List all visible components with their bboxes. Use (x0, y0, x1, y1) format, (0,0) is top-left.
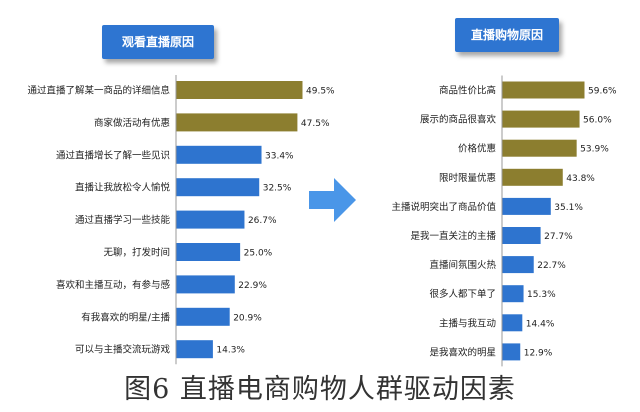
right-value-label: 56.0% (583, 116, 612, 126)
left-bar (176, 178, 260, 197)
right-value-label: 59.6% (588, 87, 617, 97)
right-value-label: 53.9% (580, 145, 609, 155)
left-value-label: 25.0% (244, 249, 273, 259)
right-value-label: 12.9% (524, 348, 553, 358)
left-category-label: 通过直播增长了解一些见识 (56, 149, 170, 161)
right-value-label: 22.7% (537, 261, 566, 271)
left-category-label: 无聊，打发时间 (103, 247, 170, 259)
right-bar (502, 110, 580, 128)
right-chart-title: 直播购物原因 (455, 18, 559, 52)
right-value-label: 14.4% (526, 319, 555, 329)
left-bar (176, 243, 241, 261)
right-category-label: 展示的商品很喜欢 (420, 114, 497, 126)
right-category-label: 是我一直关注的主播 (410, 230, 496, 242)
left-category-label: 有我喜欢的明星/主播 (81, 311, 170, 323)
right-category-label: 商品性价比高 (439, 85, 496, 97)
right-category-label: 价格优惠 (458, 143, 496, 155)
left-bar (176, 210, 245, 229)
left-value-label: 33.4% (265, 151, 294, 161)
right-bar (502, 227, 541, 244)
left-bar (176, 145, 262, 164)
right-category-label: 主播与我互动 (439, 317, 496, 329)
right-category-label: 限时限量优惠 (439, 172, 496, 184)
left-bar (176, 275, 235, 294)
left-chart-title: 观看直播原因 (102, 25, 214, 59)
left-category-label: 喜欢和主播互动，有参与感 (56, 279, 171, 291)
left-category-label: 通过直播了解某一商品的详细信息 (27, 85, 170, 97)
left-value-label: 20.9% (233, 313, 262, 323)
right-bar (502, 197, 551, 215)
left-bar (176, 113, 298, 132)
right-bar (502, 285, 524, 303)
right-bar (502, 314, 523, 332)
left-bar (176, 81, 303, 99)
right-category-label: 很多人都下单了 (429, 288, 496, 300)
left-bar (176, 307, 230, 326)
left-value-label: 22.9% (238, 281, 267, 291)
left-value-label: 26.7% (248, 216, 277, 226)
right-value-label: 15.3% (527, 290, 556, 300)
left-category-label: 商家做活动有优惠 (94, 117, 170, 129)
right-category-label: 直播间氛围火热 (429, 259, 496, 271)
left-bar (176, 340, 213, 359)
left-value-label: 14.3% (216, 346, 245, 356)
left-category-label: 可以与主播交流玩游戏 (75, 344, 171, 356)
left-category-label: 通过直播学习一些技能 (75, 214, 171, 226)
right-category-label: 主播说明突出了商品价值 (391, 201, 496, 213)
right-bar (502, 168, 563, 186)
right-bar (502, 81, 585, 99)
figure-caption: 图6 直播电商购物人群驱动因素 (124, 374, 516, 405)
right-bar (502, 343, 521, 361)
right-category-label: 是我喜欢的明星 (429, 346, 496, 358)
right-bar (502, 256, 534, 274)
left-value-label: 47.5% (301, 119, 330, 129)
left-value-label: 49.5% (306, 87, 335, 97)
right-value-label: 35.1% (554, 203, 583, 213)
right-value-label: 43.8% (566, 174, 595, 184)
left-category-label: 直播让我放松令人愉悦 (75, 182, 171, 194)
left-value-label: 32.5% (263, 184, 292, 194)
right-value-label: 27.7% (544, 232, 573, 242)
right-bar (502, 139, 577, 157)
